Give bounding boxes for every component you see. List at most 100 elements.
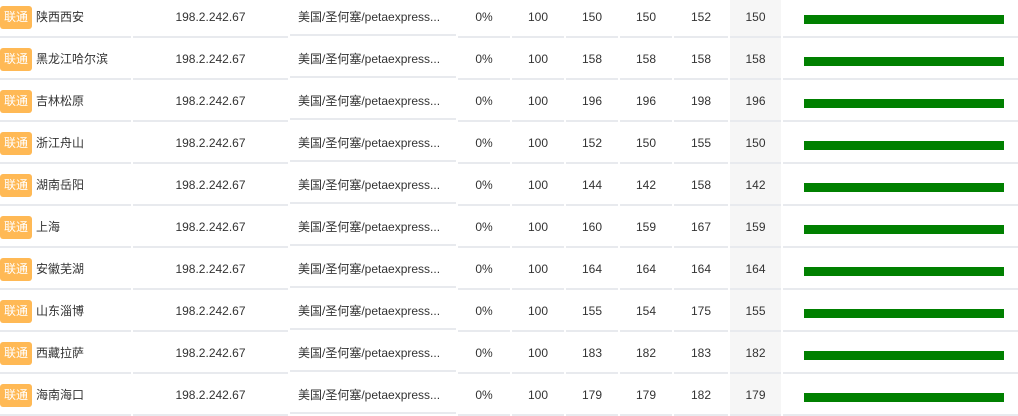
location-cell: 美国/圣何塞/petaexpress... [290, 290, 456, 330]
node-name: 湖南岳阳 [36, 178, 85, 192]
last-cell: 158 [566, 38, 618, 80]
table-row[interactable]: 联通 安徽芜湖 198.2.242.67 美国/圣何塞/petaexpress... 0… [0, 248, 1018, 290]
ip-cell: 198.2.242.67 [133, 206, 288, 248]
node-cell: 联通 吉林松原 [0, 80, 131, 122]
loss-cell: 0% [458, 122, 510, 164]
latency-bar [804, 351, 1004, 360]
sent-cell: 100 [512, 80, 564, 122]
isp-badge: 联通 [0, 90, 33, 114]
node-cell: 联通 陕西西安 [0, 0, 131, 38]
location-cell: 美国/圣何塞/petaexpress... [290, 206, 456, 246]
sent-cell: 100 [512, 0, 564, 38]
isp-badge: 联通 [0, 6, 33, 30]
avg-cell: 155 [730, 290, 781, 332]
worst-cell: 175 [674, 290, 728, 332]
latency-chart-cell [783, 80, 1018, 122]
avg-cell: 164 [730, 248, 781, 290]
node-cell: 联通 黑龙江哈尔滨 [0, 38, 131, 80]
worst-cell: 155 [674, 122, 728, 164]
best-cell: 154 [620, 290, 672, 332]
latency-chart-cell [783, 290, 1018, 332]
table-row[interactable]: 联通 浙江舟山 198.2.242.67 美国/圣何塞/petaexpress... 0… [0, 122, 1018, 164]
ip-cell: 198.2.242.67 [133, 290, 288, 332]
node-cell: 联通 湖南岳阳 [0, 164, 131, 206]
location-cell: 美国/圣何塞/petaexpress... [290, 80, 456, 120]
isp-badge: 联通 [0, 132, 33, 156]
worst-cell: 164 [674, 248, 728, 290]
loss-cell: 0% [458, 80, 510, 122]
latency-bar [804, 393, 1004, 402]
last-cell: 183 [566, 332, 618, 374]
node-name: 山东淄博 [36, 304, 85, 318]
latency-bar [804, 15, 1004, 24]
loss-cell: 0% [458, 0, 510, 38]
location-cell: 美国/圣何塞/petaexpress... [290, 248, 456, 288]
node-cell: 联通 上海 [0, 206, 131, 248]
latency-chart-cell [783, 248, 1018, 290]
latency-bar [804, 57, 1004, 66]
node-name: 陕西西安 [36, 10, 85, 24]
node-name: 海南海口 [36, 388, 85, 402]
location-cell: 美国/圣何塞/petaexpress... [290, 38, 456, 78]
worst-cell: 152 [674, 0, 728, 38]
node-name: 浙江舟山 [36, 136, 85, 150]
node-name: 安徽芜湖 [36, 262, 85, 276]
table-row[interactable]: 联通 海南海口 198.2.242.67 美国/圣何塞/petaexpress... 0… [0, 374, 1018, 416]
sent-cell: 100 [512, 290, 564, 332]
node-name: 吉林松原 [36, 94, 85, 108]
sent-cell: 100 [512, 206, 564, 248]
last-cell: 152 [566, 122, 618, 164]
worst-cell: 158 [674, 164, 728, 206]
best-cell: 150 [620, 122, 672, 164]
latency-bar [804, 99, 1004, 108]
latency-chart-cell [783, 122, 1018, 164]
avg-cell: 150 [730, 122, 781, 164]
best-cell: 150 [620, 0, 672, 38]
avg-cell: 159 [730, 206, 781, 248]
table-row[interactable]: 联通 山东淄博 198.2.242.67 美国/圣何塞/petaexpress... 0… [0, 290, 1018, 332]
table-row[interactable]: 联通 西藏拉萨 198.2.242.67 美国/圣何塞/petaexpress... 0… [0, 332, 1018, 374]
isp-badge: 联通 [0, 384, 33, 408]
ip-cell: 198.2.242.67 [133, 0, 288, 38]
isp-badge: 联通 [0, 258, 33, 282]
best-cell: 159 [620, 206, 672, 248]
ip-cell: 198.2.242.67 [133, 374, 288, 416]
latency-chart-cell [783, 0, 1018, 38]
loss-cell: 0% [458, 164, 510, 206]
avg-cell: 150 [730, 0, 781, 38]
table-row[interactable]: 联通 湖南岳阳 198.2.242.67 美国/圣何塞/petaexpress... 0… [0, 164, 1018, 206]
ip-cell: 198.2.242.67 [133, 164, 288, 206]
best-cell: 158 [620, 38, 672, 80]
latency-chart-cell [783, 38, 1018, 80]
sent-cell: 100 [512, 332, 564, 374]
table-row[interactable]: 联通 吉林松原 198.2.242.67 美国/圣何塞/petaexpress... 0… [0, 80, 1018, 122]
sent-cell: 100 [512, 164, 564, 206]
node-cell: 联通 西藏拉萨 [0, 332, 131, 374]
table-row[interactable]: 联通 上海 198.2.242.67 美国/圣何塞/petaexpress... 0% 1… [0, 206, 1018, 248]
location-cell: 美国/圣何塞/petaexpress... [290, 164, 456, 204]
table-row[interactable]: 联通 黑龙江哈尔滨 198.2.242.67 美国/圣何塞/petaexpress..… [0, 38, 1018, 80]
isp-badge: 联通 [0, 216, 33, 240]
last-cell: 155 [566, 290, 618, 332]
ip-cell: 198.2.242.67 [133, 332, 288, 374]
latency-chart-cell [783, 164, 1018, 206]
last-cell: 150 [566, 0, 618, 38]
latency-chart-cell [783, 332, 1018, 374]
isp-badge: 联通 [0, 174, 33, 198]
loss-cell: 0% [458, 374, 510, 416]
table-row[interactable]: 联通 陕西西安 198.2.242.67 美国/圣何塞/petaexpress... 0… [0, 0, 1018, 38]
best-cell: 182 [620, 332, 672, 374]
ip-cell: 198.2.242.67 [133, 122, 288, 164]
loss-cell: 0% [458, 38, 510, 80]
latency-bar [804, 309, 1004, 318]
node-cell: 联通 山东淄博 [0, 290, 131, 332]
worst-cell: 198 [674, 80, 728, 122]
loss-cell: 0% [458, 248, 510, 290]
sent-cell: 100 [512, 38, 564, 80]
location-cell: 美国/圣何塞/petaexpress... [290, 122, 456, 162]
best-cell: 164 [620, 248, 672, 290]
latency-bar [804, 141, 1004, 150]
sent-cell: 100 [512, 248, 564, 290]
ip-cell: 198.2.242.67 [133, 80, 288, 122]
